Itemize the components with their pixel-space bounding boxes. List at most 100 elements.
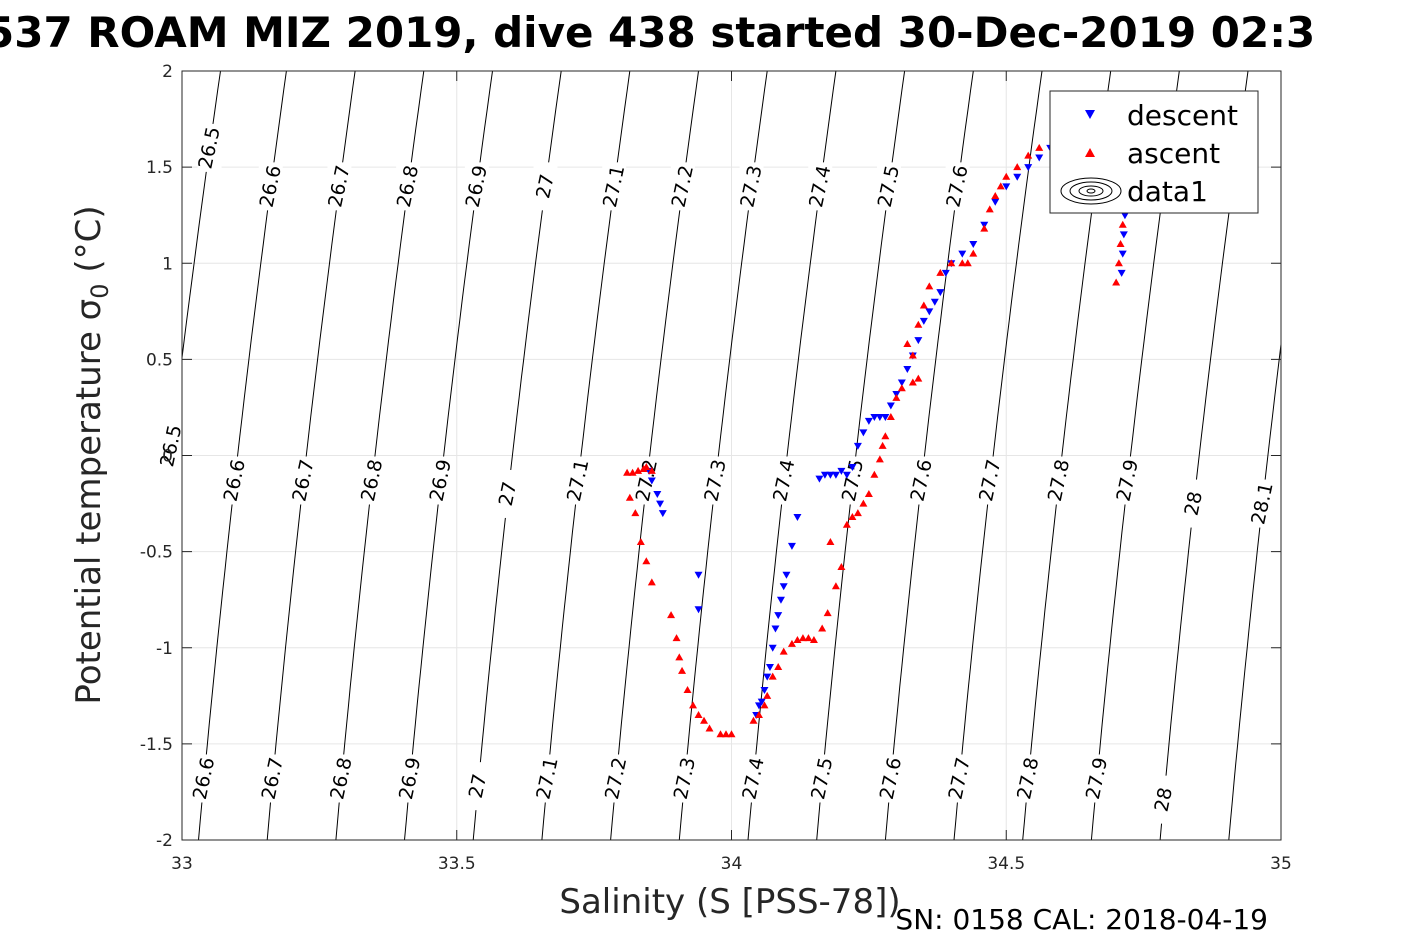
descent-marker xyxy=(779,583,788,591)
legend: descent ascent data1 xyxy=(1049,90,1259,214)
axes: 33 33.5 34 34.5 35 -2 -1.5 -1 -0.5 0 0.5 1 1.5 2 xyxy=(140,62,1292,874)
ascent-marker xyxy=(636,538,645,546)
legend-descent-label: descent xyxy=(1127,99,1238,132)
isopycnal-label-bg xyxy=(602,162,627,211)
ascent-marker xyxy=(892,393,901,401)
isopycnal-line xyxy=(182,71,221,362)
ascent-marker xyxy=(774,662,783,670)
descent-marker xyxy=(848,464,857,472)
isopycnal-label-bg xyxy=(604,754,629,803)
descent-marker xyxy=(897,379,906,387)
isopycnal-label: 27 xyxy=(532,172,559,200)
ascent-marker xyxy=(694,711,703,719)
ascent-marker xyxy=(804,634,813,642)
y-tick-label: -1.5 xyxy=(140,735,173,755)
descent-marker xyxy=(815,475,824,483)
isopycnal-label-bg xyxy=(398,754,423,803)
ascent-marker xyxy=(779,647,788,655)
x-tick-label: 33 xyxy=(171,854,193,874)
isopycnal-label-bg xyxy=(329,754,354,803)
descent-marker xyxy=(875,414,884,422)
ascent-marker xyxy=(675,653,684,661)
ascent-marker xyxy=(705,724,714,732)
descent-marker xyxy=(653,490,662,498)
ascent-marker xyxy=(980,224,989,232)
isopycnal-label-bg xyxy=(808,162,833,211)
isopycnal-label-bg xyxy=(741,754,766,803)
descent-marker xyxy=(886,402,895,410)
isopycnal-label: 28 xyxy=(1180,489,1207,517)
isopycnal-label-bg xyxy=(360,456,385,505)
isopycnal-label-bg xyxy=(496,469,521,518)
isopycnal-label-bg xyxy=(260,754,285,803)
y-axis-label-text: Potential temperature xyxy=(69,320,109,704)
y-axis-label: Potential temperature σ0 (°C) xyxy=(69,205,114,704)
descent-marker xyxy=(1119,231,1128,239)
descent-marker xyxy=(647,477,656,485)
x-axis-label: Salinity (S [PSS-78]) xyxy=(559,882,900,922)
y-axis-label-symbol: σ xyxy=(69,299,109,321)
ascent-marker xyxy=(760,701,769,709)
ascent-marker xyxy=(908,378,917,386)
ascent-marker xyxy=(996,182,1005,190)
legend-contour-icon xyxy=(1060,177,1122,205)
ascent-marker xyxy=(958,259,967,267)
descent-marker xyxy=(1002,183,1011,191)
y-tick-label: 0.5 xyxy=(146,350,173,370)
isopycnal-label-bg xyxy=(909,456,934,505)
isopycnal-label-bg xyxy=(258,162,283,211)
ascent-marker xyxy=(985,205,994,213)
isopycnal-label-bg xyxy=(327,162,352,211)
descent-marker xyxy=(853,442,862,450)
ascent-marker xyxy=(1013,163,1022,171)
isopycnal-label-bg xyxy=(1047,456,1072,505)
ascent-marker xyxy=(625,493,634,501)
ascent-marker xyxy=(667,611,676,619)
ascent-marker xyxy=(818,624,827,632)
ascent-marker xyxy=(875,455,884,463)
ascent-marker xyxy=(897,384,906,392)
y-tick-label: -0.5 xyxy=(140,543,173,563)
isopycnal-label-bg xyxy=(1151,775,1176,824)
descent-marker xyxy=(658,510,667,518)
ascent-marker xyxy=(903,339,912,347)
ascent-marker xyxy=(963,259,972,267)
descent-marker xyxy=(930,298,939,306)
ascent-marker xyxy=(683,686,692,694)
x-tick-label: 34 xyxy=(721,854,743,874)
descent-marker xyxy=(941,269,950,277)
ascent-marker xyxy=(1035,143,1044,151)
ascent-marker xyxy=(870,470,879,478)
descent-marker xyxy=(914,337,923,345)
descent-marker xyxy=(1024,164,1033,172)
ascent-marker xyxy=(787,639,796,647)
ascent-marker xyxy=(881,432,890,440)
ascent-marker xyxy=(672,634,681,642)
ascent-marker xyxy=(1112,278,1121,286)
descent-marker xyxy=(870,414,879,422)
legend-box xyxy=(1049,90,1259,214)
x-tick-label: 34.5 xyxy=(987,854,1025,874)
ascent-marker xyxy=(809,636,818,644)
descent-marker xyxy=(864,417,873,425)
ascent-marker xyxy=(1002,172,1011,180)
descent-marker xyxy=(787,542,796,550)
ascent-marker xyxy=(798,634,807,642)
isopycnal-label-bg xyxy=(533,162,558,211)
ascent-marker xyxy=(1114,259,1123,267)
isopycnal-label-bg xyxy=(1085,754,1110,803)
isopycnal-labels: 26.526.526.626.626.626.726.726.726.826.8… xyxy=(156,123,1278,824)
isopycnal-label-bg xyxy=(192,754,217,803)
ascent-marker xyxy=(793,636,802,644)
descent-marker xyxy=(820,471,829,479)
isopycnal-label-bg xyxy=(878,754,903,803)
isopycnal-label: 28 xyxy=(1151,786,1178,814)
ascent-marker xyxy=(642,557,651,565)
y-tick-label: 2 xyxy=(162,62,173,82)
isopycnal-line xyxy=(1228,340,1281,840)
isopycnal-label-bg xyxy=(672,754,697,803)
legend-ascent-label: ascent xyxy=(1127,137,1220,170)
descent-marker xyxy=(694,606,703,614)
isopycnal-label-bg xyxy=(396,162,421,211)
